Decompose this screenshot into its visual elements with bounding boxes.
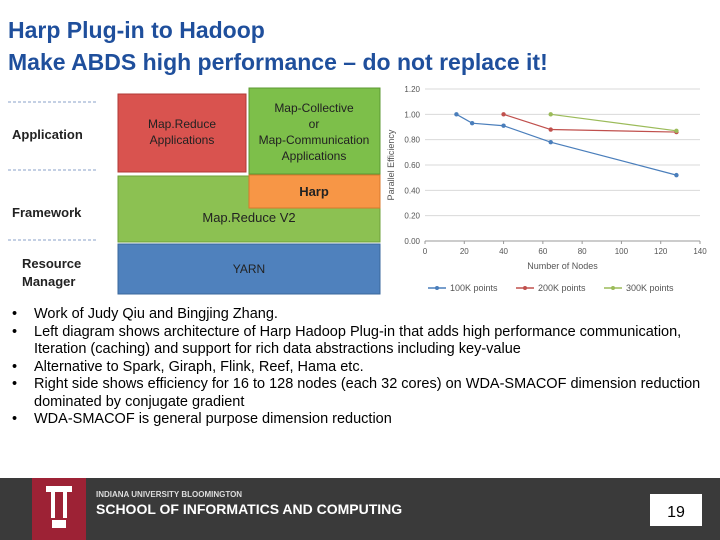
legend-marker: [523, 286, 527, 290]
chart: 0.00 0.20 0.40 0.60 0.80 1.00 1.20 0 20 40 60 80 100…: [386, 85, 707, 293]
legend-label: 300K points: [626, 283, 674, 293]
box-label: YARN: [233, 262, 265, 276]
box: [117, 93, 247, 173]
bullet: • Right side shows efficiency for 16 to 1…: [12, 376, 712, 411]
bullet-text: WDA-SMACOF is general purpose dimension …: [34, 411, 392, 427]
point: [501, 112, 506, 117]
y-tick-label: 0.20: [404, 212, 420, 221]
footer-school: SCHOOL OF INFORMATICS AND COMPUTING: [96, 501, 402, 517]
x-tick-label: 80: [578, 247, 587, 256]
layer-label-part: Resource: [22, 256, 81, 271]
y-tick-label: 0.60: [404, 161, 420, 170]
bullet-text: Right side shows efficiency for 16 to 12…: [34, 376, 701, 410]
x-axis-label: Number of Nodes: [527, 261, 598, 271]
x-tick-label: 60: [538, 247, 547, 256]
box: [248, 87, 381, 175]
box-label: Map.Reduce Applications: [148, 117, 216, 147]
bullet-text: Work of Judy Qiu and Bingjing Zhang.: [34, 306, 278, 322]
label-line: Applications: [282, 149, 347, 163]
point: [548, 127, 553, 132]
y-axis-label: Parallel Efficiency: [386, 129, 396, 200]
bullet: • Left diagram shows architecture of Harp…: [12, 324, 712, 359]
page-box: [650, 494, 702, 526]
layer-label: Resource Manager: [22, 256, 81, 289]
label-line: Applications: [150, 133, 215, 147]
box: [117, 243, 381, 295]
x-tick-label: 120: [654, 247, 668, 256]
bullet-text: Alternative to Spark, Giraph, Flink, Ree…: [34, 358, 364, 375]
box: [248, 174, 381, 209]
bullet: • WDA-SMACOF is general purpose dimension…: [12, 411, 712, 429]
y-tick-label: 0.00: [404, 237, 420, 246]
point: [674, 172, 679, 178]
y-tick-label: 0.80: [404, 136, 420, 145]
series-line: [550, 113, 677, 132]
bullet-dot: •: [12, 376, 18, 392]
bullet: • Alternative to Spark, Giraph, Flink, Re…: [12, 359, 712, 377]
x-tick-label: 40: [499, 247, 508, 256]
bullet-list: • Work of Judy Qiu and Bingjing Zhang. • Le…: [12, 306, 712, 429]
label-line: or: [309, 117, 320, 131]
chart-area: [381, 80, 707, 302]
label-line: Map-Communication: [259, 133, 370, 147]
box-label: Harp: [299, 184, 329, 199]
x-tick-label: 20: [460, 247, 469, 256]
bullet: • Work of Judy Qiu and Bingjing Zhang.: [12, 306, 712, 324]
legend-marker: [435, 286, 439, 290]
label-line: Map-Collective: [274, 101, 354, 115]
point: [469, 121, 475, 126]
bullet-text: Left diagram shows architecture of Harp …: [34, 323, 682, 358]
box-label: Map-Collective or Map-Communication Applica…: [259, 101, 370, 163]
page-number: 19: [667, 504, 685, 521]
point: [548, 112, 553, 117]
y-tick-label: 1.00: [404, 110, 420, 119]
y-tick-label: 1.20: [404, 85, 420, 94]
box-label: Map.Reduce V2: [202, 210, 295, 225]
x-tick-label: 100: [615, 247, 629, 256]
point: [454, 112, 459, 117]
layer-label: Framework: [12, 205, 82, 220]
title-line: Harp Plug-in to Hadoop: [8, 17, 265, 43]
layer-label: Application: [12, 127, 83, 142]
point: [548, 140, 553, 145]
legend-label: 100K points: [450, 283, 498, 293]
bullet-dot: •: [12, 358, 18, 375]
point: [501, 123, 506, 128]
title-line: Make ABDS high performance – do not repl…: [8, 49, 548, 75]
footer-bar: [0, 478, 720, 540]
bullet-dot: •: [12, 306, 18, 322]
logo-mark: [46, 486, 72, 528]
bullet-dot: •: [12, 411, 18, 427]
footer-university: INDIANA UNIVERSITY BLOOMINGTON: [96, 490, 242, 499]
x-tick-label: 0: [423, 247, 428, 256]
x-tick-label: 140: [693, 247, 707, 256]
label-line: Map.Reduce: [148, 117, 216, 131]
y-tick-label: 0.40: [404, 186, 420, 195]
bullet-dot: •: [12, 323, 18, 340]
legend-marker: [611, 286, 615, 290]
layer-label-part: Manager: [22, 274, 75, 289]
legend-label: 200K points: [538, 283, 586, 293]
point: [674, 128, 679, 133]
